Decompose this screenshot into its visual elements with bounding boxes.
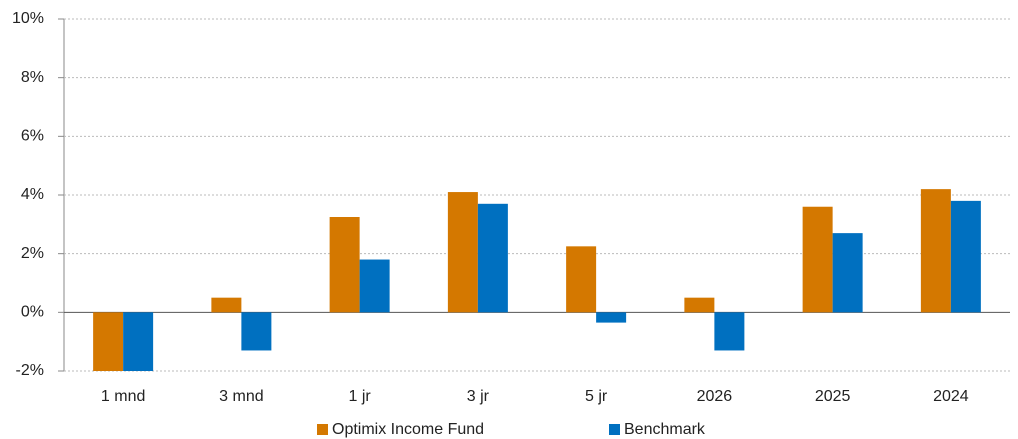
x-tick-label: 2025 bbox=[815, 388, 851, 405]
bar bbox=[447, 192, 478, 313]
bar bbox=[832, 233, 863, 313]
legend-swatch bbox=[609, 424, 620, 435]
y-tick-label: 4% bbox=[21, 186, 44, 203]
x-tick-label: 3 jr bbox=[467, 388, 490, 405]
bar bbox=[241, 312, 272, 351]
bar bbox=[684, 297, 715, 313]
bar bbox=[596, 312, 627, 323]
x-tick-label: 1 jr bbox=[349, 388, 372, 405]
y-tick-label: -2% bbox=[16, 362, 44, 379]
bar bbox=[714, 312, 745, 351]
bar bbox=[359, 259, 390, 313]
bar bbox=[477, 203, 508, 313]
bar bbox=[920, 189, 951, 313]
y-tick-label: 6% bbox=[21, 128, 44, 145]
x-tick-label: 2024 bbox=[933, 388, 969, 405]
y-tick-label: 8% bbox=[21, 69, 44, 86]
bar bbox=[211, 297, 242, 313]
x-tick-label: 3 mnd bbox=[219, 388, 263, 405]
bar bbox=[950, 200, 981, 313]
x-tick-label: 2026 bbox=[697, 388, 733, 405]
x-tick-label: 1 mnd bbox=[101, 388, 145, 405]
bar bbox=[93, 312, 124, 371]
bar bbox=[123, 312, 154, 371]
x-tick-label: 5 jr bbox=[585, 388, 608, 405]
y-tick-label: 10% bbox=[12, 10, 44, 27]
legend-swatch bbox=[317, 424, 328, 435]
legend-label: Optimix Income Fund bbox=[332, 421, 484, 438]
bar bbox=[566, 246, 597, 313]
y-tick-label: 2% bbox=[21, 245, 44, 262]
legend-label: Benchmark bbox=[624, 421, 706, 438]
bar bbox=[329, 217, 360, 313]
bar bbox=[802, 206, 833, 313]
y-tick-label: 0% bbox=[21, 304, 44, 321]
